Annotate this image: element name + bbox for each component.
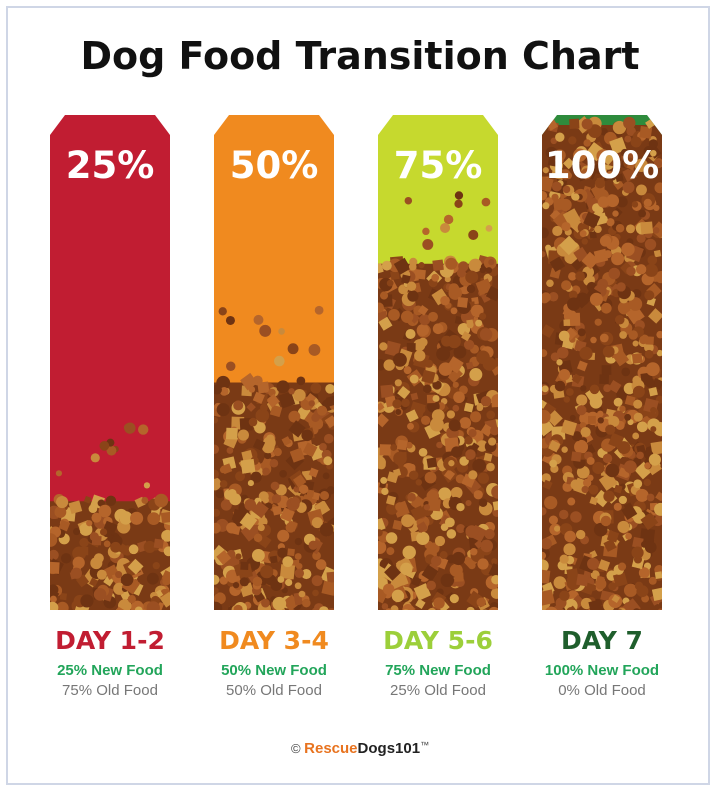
column-4: 100% — [542, 115, 662, 610]
day-label-2: DAY 3-4 — [219, 626, 329, 655]
percent-label-2: 50% — [230, 144, 319, 187]
new-food-fill-4 — [542, 116, 662, 610]
old-food-label-4: 0% Old Food — [558, 682, 646, 699]
chart-title: Dog Food Transition Chart — [80, 34, 640, 78]
percent-label-4: 100% — [545, 144, 659, 187]
brand-part-2: Dogs101 — [357, 740, 421, 757]
percent-label-1: 25% — [66, 144, 155, 187]
new-food-label-1: 25% New Food — [57, 662, 163, 679]
percent-label-3: 75% — [394, 144, 483, 187]
column-3: 75% — [378, 115, 498, 610]
new-food-label-3: 75% New Food — [385, 662, 491, 679]
new-food-label-2: 50% New Food — [221, 662, 327, 679]
column-1-labels: DAY 1-2 25% New Food 75% Old Food — [30, 625, 190, 701]
day-label-4: DAY 7 — [561, 626, 643, 655]
brand-part-1: Rescue — [304, 740, 358, 757]
copyright-symbol: © — [290, 741, 301, 756]
column-2: 50% — [214, 115, 334, 610]
day-label-1: DAY 1-2 — [55, 626, 165, 655]
footer-brand: © RescueDogs101™ — [0, 740, 720, 757]
old-food-label-2: 50% Old Food — [226, 682, 322, 699]
new-food-fill-2 — [214, 305, 334, 610]
trademark-symbol: ™ — [420, 740, 430, 750]
old-food-label-3: 25% Old Food — [390, 682, 486, 699]
arrow-column-1 — [50, 115, 170, 610]
old-food-label-1: 75% Old Food — [62, 682, 158, 699]
column-4-labels: DAY 7 100% New Food 0% Old Food — [522, 625, 682, 701]
column-2-labels: DAY 3-4 50% New Food 50% Old Food — [194, 625, 354, 701]
new-food-fill-3 — [378, 191, 498, 610]
new-food-label-4: 100% New Food — [544, 662, 660, 679]
day-label-3: DAY 5-6 — [383, 626, 493, 655]
column-3-labels: DAY 5-6 75% New Food 25% Old Food — [358, 625, 518, 701]
new-food-fill-1 — [50, 422, 170, 610]
column-1: 25% — [50, 115, 170, 610]
